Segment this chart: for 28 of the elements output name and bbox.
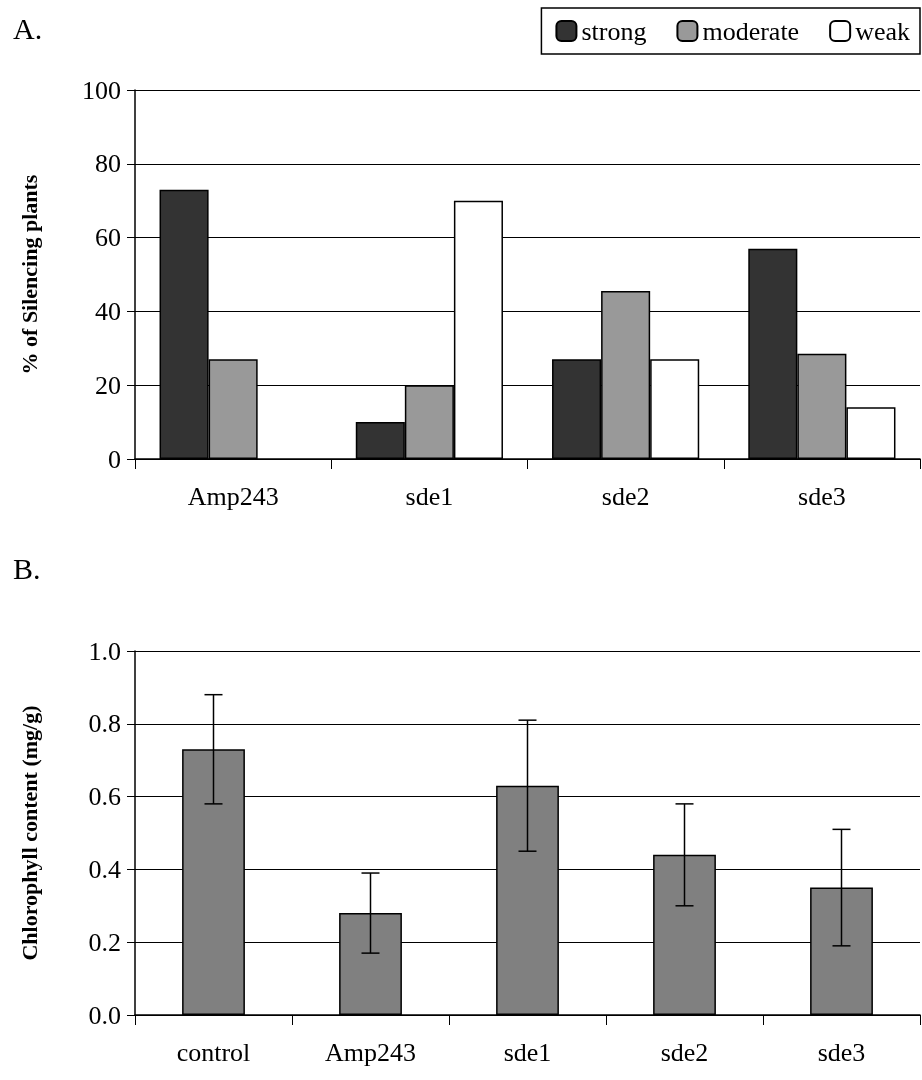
chart-title: A.: [13, 11, 43, 45]
y-tick-label: 40: [95, 296, 121, 326]
legend-label: moderate: [702, 16, 800, 46]
legend-label: weak: [855, 16, 910, 46]
y-axis-title: % of Silencing plants: [16, 174, 42, 375]
x-tick-label: Amp243: [325, 1037, 416, 1067]
x-tick-label: control: [176, 1037, 251, 1067]
legend-label: strong: [581, 16, 647, 46]
y-tick-label: 0.4: [88, 854, 121, 884]
y-axis-title: Chlorophyll content (mg/g): [16, 705, 42, 961]
x-tick-label: sde3: [798, 481, 846, 511]
y-tick-label: 0.2: [88, 927, 121, 957]
x-tick-label: sde2: [601, 481, 650, 511]
y-tick-label: 0.8: [88, 709, 121, 739]
y-tick-label: 1.0: [88, 636, 121, 666]
x-tick-label: sde1: [503, 1037, 552, 1067]
y-tick-label: 0.0: [88, 1000, 121, 1030]
y-tick-label: 0: [108, 444, 121, 474]
chart-title: B.: [13, 551, 41, 585]
y-tick-label: 0.6: [88, 782, 121, 812]
y-tick-label: 60: [95, 223, 121, 253]
x-tick-label: sde3: [817, 1037, 866, 1067]
x-tick-label: Amp243: [187, 481, 279, 511]
x-tick-label: sde1: [405, 481, 454, 511]
x-tick-label: sde2: [660, 1037, 709, 1067]
y-tick-label: 80: [95, 149, 121, 179]
y-tick-label: 100: [82, 75, 121, 105]
y-tick-label: 20: [95, 370, 121, 400]
